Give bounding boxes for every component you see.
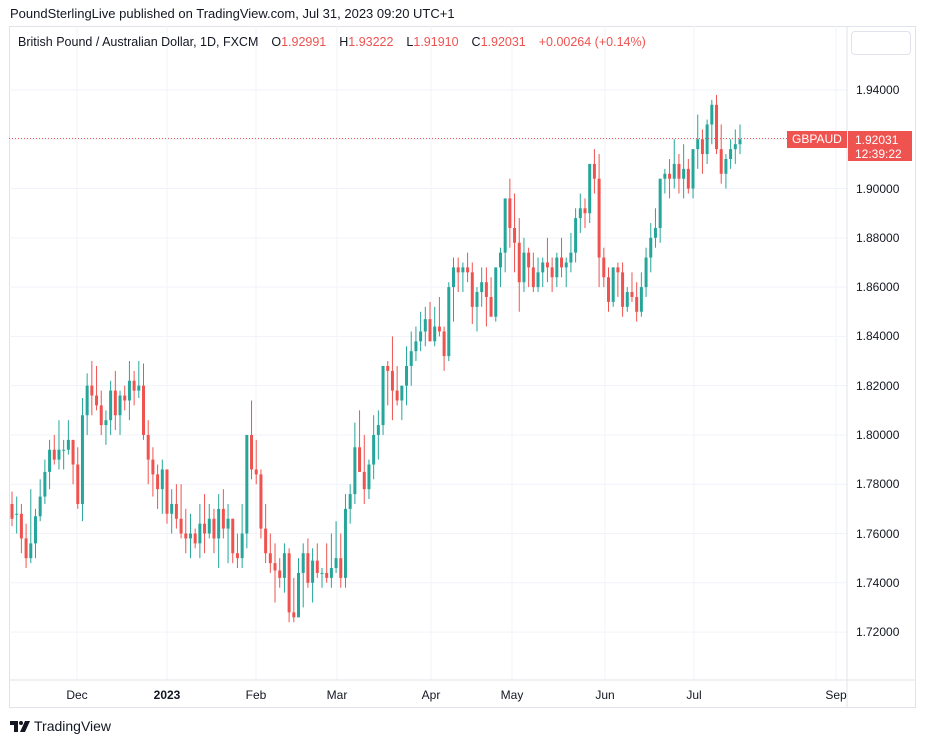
grid-lines <box>9 26 847 680</box>
time-tick-label: Feb <box>245 688 267 702</box>
legend-close-label: C <box>471 35 481 49</box>
symbol-price-tag: GBPAUD <box>787 131 847 148</box>
legend-low-label: L <box>406 35 414 49</box>
time-tick-label: Dec <box>66 688 88 702</box>
tradingview-logo[interactable]: TradingView <box>10 718 111 734</box>
last-price-tag: 1.92031 12:39:22 <box>848 131 912 161</box>
time-tick-label: 2023 <box>153 688 181 702</box>
price-tick-label: 1.88000 <box>856 230 900 245</box>
legend-change: +0.00264 (+0.14%) <box>538 35 646 49</box>
chart-frame <box>9 26 916 708</box>
price-tick-label: 1.76000 <box>856 526 900 541</box>
last-price-value: 1.92031 <box>855 133 899 147</box>
price-tick-label: 1.72000 <box>856 625 900 640</box>
legend-low-value: 1.91910 <box>413 35 459 49</box>
legend-close-value: 1.92031 <box>480 35 526 49</box>
price-tick-label: 1.82000 <box>856 378 900 393</box>
legend-title: British Pound / Australian Dollar, 1D, F… <box>18 35 259 49</box>
bar-countdown: 12:39:22 <box>855 147 902 161</box>
publisher-line: PoundSterlingLive published on TradingVi… <box>10 6 455 21</box>
legend-open-value: 1.92991 <box>281 35 327 49</box>
chart-settings-box[interactable] <box>851 31 911 55</box>
time-tick-label: Mar <box>326 688 348 702</box>
time-tick-label: Apr <box>421 688 441 702</box>
price-tick-label: 1.90000 <box>856 181 900 196</box>
tradingview-brand: TradingView <box>34 718 112 734</box>
price-tick-label: 1.78000 <box>856 477 900 492</box>
legend-high-label: H <box>339 35 349 49</box>
price-tick-label: 1.80000 <box>856 427 900 442</box>
price-tick-label: 1.84000 <box>856 329 900 344</box>
tradingview-logo-icon <box>10 720 30 732</box>
time-tick-label: Jul <box>686 688 702 702</box>
price-tick-label: 1.74000 <box>856 575 900 590</box>
candles <box>10 94 742 623</box>
price-tick-label: 1.86000 <box>856 280 900 295</box>
time-tick-label: Jun <box>595 688 615 702</box>
legend-open-label: O <box>271 35 282 49</box>
chart-legend: British Pound / Australian Dollar, 1D, F… <box>18 35 646 49</box>
time-tick-label: May <box>500 688 524 702</box>
time-tick-label: Sep <box>825 688 847 702</box>
price-tick-label: 1.94000 <box>856 83 900 97</box>
legend-high-value: 1.93222 <box>348 35 394 49</box>
